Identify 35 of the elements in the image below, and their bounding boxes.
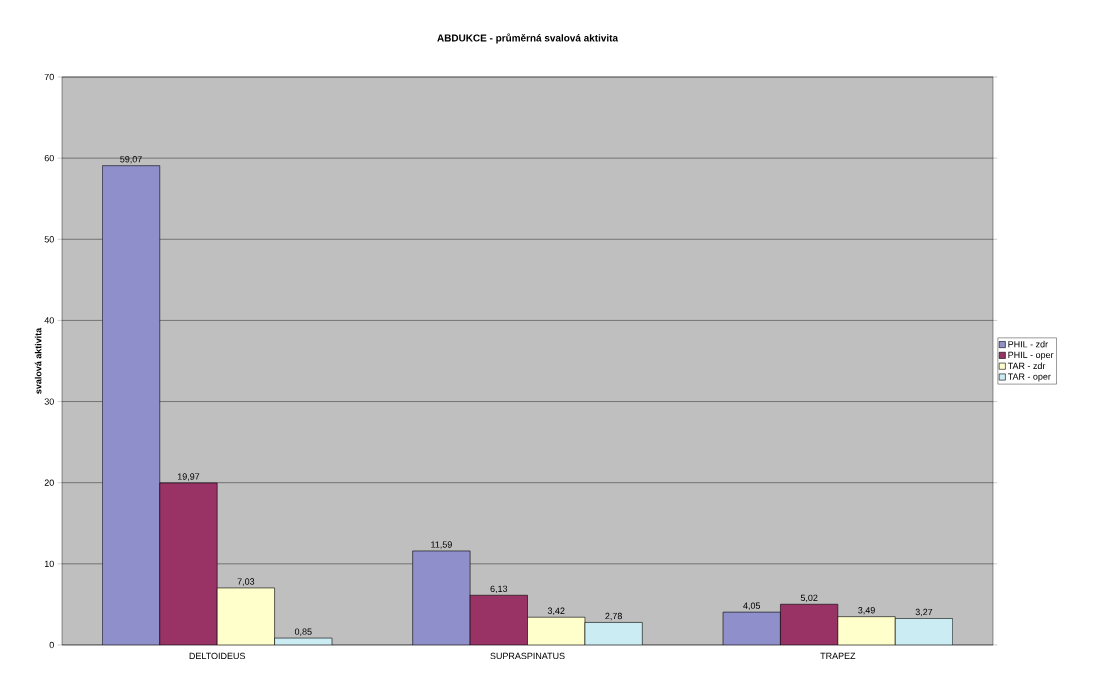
- y-tick-label: 30: [44, 398, 54, 405]
- legend-label: PHIL - zdr: [1008, 340, 1048, 348]
- x-tick-label: SUPRASPINATUS: [490, 652, 565, 660]
- bar: [469, 594, 528, 645]
- legend-label: TAR - zdr: [1007, 362, 1046, 370]
- x-tick-label: DELTOIDEUS: [189, 652, 246, 660]
- data-label: 3,49: [858, 607, 875, 615]
- y-tick-label: 0: [49, 641, 54, 649]
- data-label: 59,07: [120, 156, 142, 164]
- bar: [837, 616, 896, 645]
- data-label: 11,59: [431, 541, 452, 549]
- data-label: 6,13: [490, 585, 508, 594]
- data-label: 7,03: [237, 578, 255, 586]
- y-tick-label: 50: [44, 236, 54, 243]
- bar: [527, 616, 586, 645]
- chart-title: ABDUKCE - průměrná svalová aktivita: [437, 33, 619, 44]
- y-tick-label: 10: [44, 560, 54, 568]
- bar: [159, 482, 218, 645]
- legend-label: TAR - oper: [1007, 373, 1051, 382]
- x-tick-label: TRAPEZ: [820, 652, 856, 659]
- y-tick-label: 60: [44, 154, 54, 162]
- y-tick-label: 20: [44, 479, 54, 486]
- data-label: 4,05: [743, 602, 761, 610]
- bar: [216, 587, 275, 645]
- legend-label: PHIL - oper: [1008, 351, 1054, 360]
- data-label: 0,85: [294, 628, 312, 636]
- y-axis-title: svalová aktivita: [34, 327, 42, 394]
- y-tick-label: 40: [44, 317, 54, 324]
- data-label: 3,42: [547, 607, 565, 616]
- data-label: 2,78: [605, 612, 622, 621]
- data-label: 3,27: [915, 608, 933, 617]
- data-label: 19,97: [177, 473, 200, 481]
- data-label: 5,02: [800, 594, 818, 603]
- y-tick-label: 70: [44, 73, 54, 81]
- bar: [780, 603, 839, 645]
